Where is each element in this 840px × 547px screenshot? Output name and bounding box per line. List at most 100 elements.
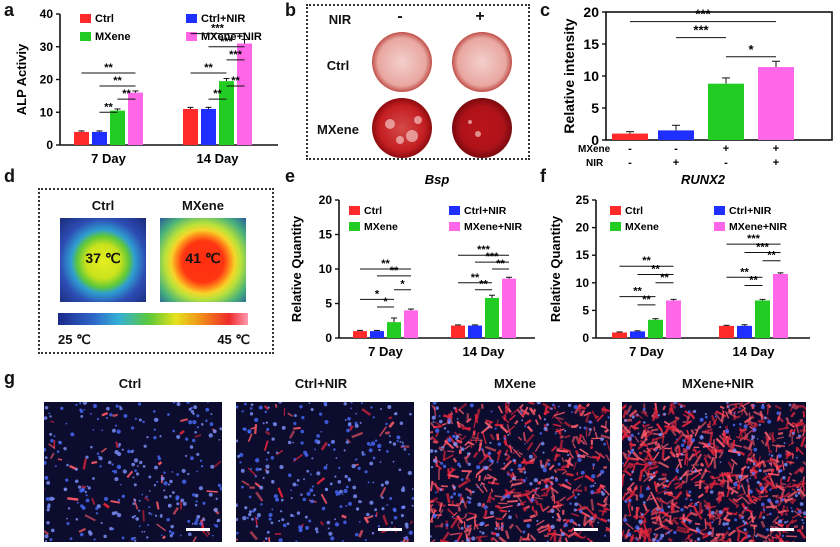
nucleus xyxy=(569,502,572,505)
actin-fiber xyxy=(463,512,468,519)
actin-fiber xyxy=(666,427,676,432)
nucleus xyxy=(254,475,258,478)
nucleus xyxy=(311,457,314,460)
actin-fiber xyxy=(523,461,534,465)
nucleus xyxy=(200,465,204,468)
actin-fiber xyxy=(543,492,548,495)
actin-fiber xyxy=(622,475,625,487)
nucleus xyxy=(275,497,280,502)
nucleus xyxy=(673,530,677,535)
significance-label: ** xyxy=(104,62,113,74)
nucleus xyxy=(689,509,692,512)
actin-fiber xyxy=(627,449,632,455)
nucleus xyxy=(199,522,203,526)
actin-fiber xyxy=(730,490,735,495)
nucleus xyxy=(175,497,179,501)
actin-fiber xyxy=(642,503,649,512)
actin-fiber xyxy=(755,460,763,468)
actin-fiber xyxy=(738,428,745,433)
micro-image-ctrl-nir xyxy=(236,402,414,542)
nucleus xyxy=(536,402,541,405)
nucleus xyxy=(66,517,68,520)
micro-label-mxene: MXene xyxy=(494,376,536,391)
nucleus xyxy=(287,440,292,445)
nucleus xyxy=(560,532,565,537)
nucleus xyxy=(358,521,361,523)
actin-fiber xyxy=(385,431,390,435)
nucleus xyxy=(300,493,303,497)
actin-fiber xyxy=(751,414,755,419)
actin-fiber xyxy=(790,411,796,418)
actin-fiber xyxy=(726,411,737,418)
nucleus xyxy=(75,467,78,471)
actin-fiber xyxy=(496,433,500,441)
nucleus xyxy=(660,533,665,538)
actin-fiber xyxy=(571,490,575,495)
actin-fiber xyxy=(798,488,806,498)
nucleus xyxy=(295,540,298,542)
actin-fiber xyxy=(502,512,507,519)
actin-fiber xyxy=(438,446,445,451)
nucleus xyxy=(402,505,406,509)
actin-fiber xyxy=(761,459,767,468)
actin-fiber xyxy=(788,472,793,476)
nucleus xyxy=(467,462,471,466)
nucleus xyxy=(627,436,632,441)
actin-fiber xyxy=(677,458,683,469)
nucleus xyxy=(248,512,252,517)
nucleus xyxy=(258,405,263,410)
legend-swatch xyxy=(449,222,460,231)
nucleus xyxy=(691,438,695,443)
actin-fiber xyxy=(553,469,558,474)
nucleus xyxy=(46,480,51,485)
actin-fiber xyxy=(162,535,166,540)
actin-fiber xyxy=(714,516,721,520)
nucleus xyxy=(547,462,551,466)
nucleus xyxy=(189,445,194,449)
nucleus xyxy=(148,512,151,515)
actin-fiber xyxy=(791,498,797,504)
nucleus xyxy=(725,522,729,526)
actin-fiber xyxy=(405,538,410,542)
actin-fiber xyxy=(633,486,638,491)
actin-fiber xyxy=(522,432,527,442)
actin-fiber xyxy=(475,483,484,494)
category-label: 14 Day xyxy=(197,151,240,166)
actin-fiber xyxy=(573,531,580,536)
nucleus xyxy=(66,463,69,467)
actin-fiber xyxy=(624,469,632,477)
actin-fiber xyxy=(430,421,436,429)
nucleus xyxy=(265,464,270,469)
actin-fiber xyxy=(693,540,698,542)
nucleus xyxy=(150,513,153,516)
actin-fiber xyxy=(690,539,693,542)
nucleus xyxy=(116,464,122,470)
actin-fiber xyxy=(788,460,793,466)
nucleus xyxy=(591,474,596,479)
actin-fiber xyxy=(680,520,689,529)
actin-fiber xyxy=(438,502,443,512)
nucleus xyxy=(58,441,62,445)
actin-fiber xyxy=(457,480,469,489)
nucleus xyxy=(259,485,264,490)
nucleus xyxy=(646,486,650,491)
actin-fiber xyxy=(458,408,465,415)
nucleus xyxy=(469,403,474,408)
actin-fiber xyxy=(533,498,540,506)
nucleus xyxy=(528,454,533,459)
actin-fiber xyxy=(554,454,561,458)
actin-fiber xyxy=(684,410,695,418)
actin-fiber xyxy=(800,436,806,448)
nucleus xyxy=(185,437,189,441)
actin-fiber xyxy=(495,521,498,528)
nucleus xyxy=(467,500,472,504)
actin-fiber xyxy=(351,431,364,439)
actin-fiber xyxy=(489,433,495,441)
panel-letter-a: a xyxy=(4,0,15,20)
actin-fiber xyxy=(115,441,119,449)
actin-fiber xyxy=(658,461,670,469)
actin-fiber xyxy=(143,496,150,502)
actin-fiber xyxy=(708,462,712,467)
actin-fiber xyxy=(456,514,464,524)
